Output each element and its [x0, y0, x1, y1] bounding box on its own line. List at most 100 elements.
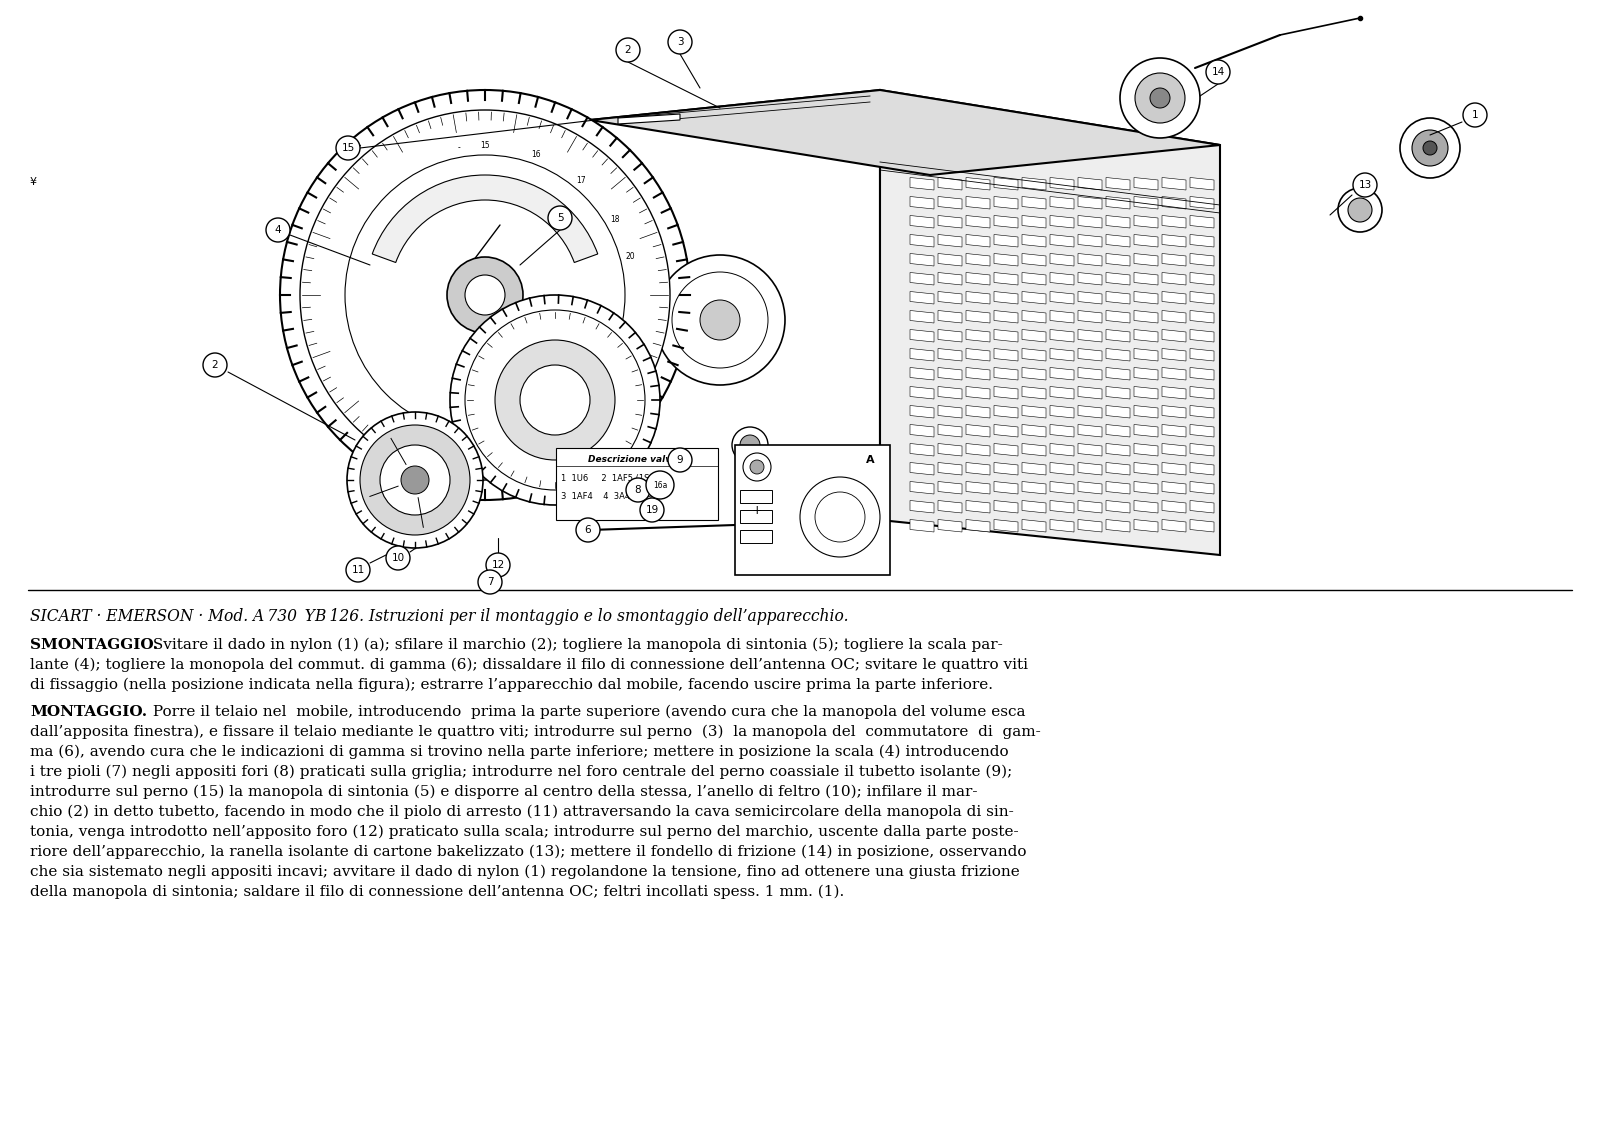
Polygon shape [994, 424, 1018, 437]
Circle shape [576, 518, 600, 542]
Polygon shape [1162, 463, 1186, 475]
Polygon shape [994, 387, 1018, 399]
Polygon shape [1106, 273, 1130, 285]
Polygon shape [1190, 273, 1214, 285]
Text: 2: 2 [211, 360, 218, 370]
Text: ma (6), avendo cura che le indicazioni di gamma si trovino nella parte inferiore: ma (6), avendo cura che le indicazioni d… [30, 745, 1008, 759]
Circle shape [450, 295, 661, 506]
Polygon shape [938, 234, 962, 247]
FancyBboxPatch shape [557, 448, 718, 520]
Polygon shape [938, 311, 962, 323]
Polygon shape [938, 329, 962, 342]
Polygon shape [938, 519, 962, 532]
Text: 4: 4 [275, 225, 282, 235]
Polygon shape [966, 234, 990, 247]
Polygon shape [1022, 197, 1046, 209]
Text: 5: 5 [557, 213, 563, 223]
Polygon shape [1050, 368, 1074, 380]
Text: 1: 1 [1472, 110, 1478, 120]
Wedge shape [373, 175, 598, 262]
Polygon shape [1134, 406, 1158, 418]
Circle shape [478, 570, 502, 594]
Polygon shape [1106, 197, 1130, 209]
FancyBboxPatch shape [734, 444, 890, 575]
Polygon shape [994, 329, 1018, 342]
Text: 1  1U6     2  1AF5 (1S5): 1 1U6 2 1AF5 (1S5) [562, 474, 658, 483]
Polygon shape [1190, 463, 1214, 475]
Polygon shape [1190, 406, 1214, 418]
Polygon shape [966, 424, 990, 437]
Text: 11: 11 [352, 566, 365, 575]
Polygon shape [910, 519, 934, 532]
Circle shape [672, 271, 768, 368]
Polygon shape [1050, 216, 1074, 228]
Circle shape [520, 365, 590, 435]
Polygon shape [1022, 253, 1046, 266]
Text: 20: 20 [626, 252, 635, 260]
Text: i tre pioli (7) negli appositi fori (8) praticati sulla griglia; introdurre nel : i tre pioli (7) negli appositi fori (8) … [30, 765, 1013, 779]
Polygon shape [1134, 216, 1158, 228]
Text: 18: 18 [610, 216, 619, 224]
Circle shape [1134, 74, 1186, 123]
Polygon shape [1134, 519, 1158, 532]
Polygon shape [938, 253, 962, 266]
Polygon shape [1162, 368, 1186, 380]
Polygon shape [966, 443, 990, 456]
Polygon shape [1050, 234, 1074, 247]
Polygon shape [938, 406, 962, 418]
Text: 3  1AF4    4  3A4 (DL93): 3 1AF4 4 3A4 (DL93) [562, 492, 661, 501]
Polygon shape [966, 406, 990, 418]
Polygon shape [1134, 501, 1158, 513]
Polygon shape [910, 197, 934, 209]
Polygon shape [994, 463, 1018, 475]
Polygon shape [1134, 443, 1158, 456]
Polygon shape [966, 519, 990, 532]
Polygon shape [1134, 311, 1158, 323]
Circle shape [1338, 188, 1382, 232]
Circle shape [203, 353, 227, 377]
Polygon shape [1022, 216, 1046, 228]
Circle shape [1422, 141, 1437, 155]
Circle shape [1150, 88, 1170, 107]
Polygon shape [966, 197, 990, 209]
Polygon shape [1050, 424, 1074, 437]
Polygon shape [1050, 482, 1074, 494]
Polygon shape [1162, 292, 1186, 304]
Polygon shape [994, 273, 1018, 285]
Polygon shape [994, 234, 1018, 247]
Polygon shape [1106, 424, 1130, 437]
Polygon shape [938, 482, 962, 494]
Polygon shape [938, 348, 962, 361]
Polygon shape [1050, 311, 1074, 323]
Circle shape [733, 428, 768, 463]
Text: SMONTAGGIO.: SMONTAGGIO. [30, 638, 158, 651]
Polygon shape [938, 178, 962, 190]
Polygon shape [1078, 234, 1102, 247]
Circle shape [654, 254, 786, 385]
Text: 10: 10 [392, 553, 405, 563]
Polygon shape [1106, 519, 1130, 532]
Polygon shape [1022, 348, 1046, 361]
Polygon shape [910, 387, 934, 399]
Polygon shape [966, 463, 990, 475]
Polygon shape [1134, 424, 1158, 437]
Circle shape [814, 492, 866, 542]
Circle shape [346, 558, 370, 582]
Polygon shape [1106, 482, 1130, 494]
Text: 13: 13 [1358, 180, 1371, 190]
FancyBboxPatch shape [739, 490, 771, 503]
Text: dall’apposita finestra), e fissare il telaio mediante le quattro viti; introdurr: dall’apposita finestra), e fissare il te… [30, 725, 1040, 740]
Polygon shape [938, 368, 962, 380]
Polygon shape [1022, 463, 1046, 475]
Polygon shape [1134, 197, 1158, 209]
Polygon shape [1078, 273, 1102, 285]
Polygon shape [1050, 387, 1074, 399]
Text: che sia sistemato negli appositi incavi; avvitare il dado di nylon (1) regolando: che sia sistemato negli appositi incavi;… [30, 865, 1019, 880]
Polygon shape [1050, 501, 1074, 513]
Polygon shape [994, 519, 1018, 532]
Polygon shape [1050, 519, 1074, 532]
Polygon shape [910, 348, 934, 361]
Text: ¥: ¥ [30, 176, 37, 187]
Polygon shape [1134, 292, 1158, 304]
Polygon shape [1078, 178, 1102, 190]
